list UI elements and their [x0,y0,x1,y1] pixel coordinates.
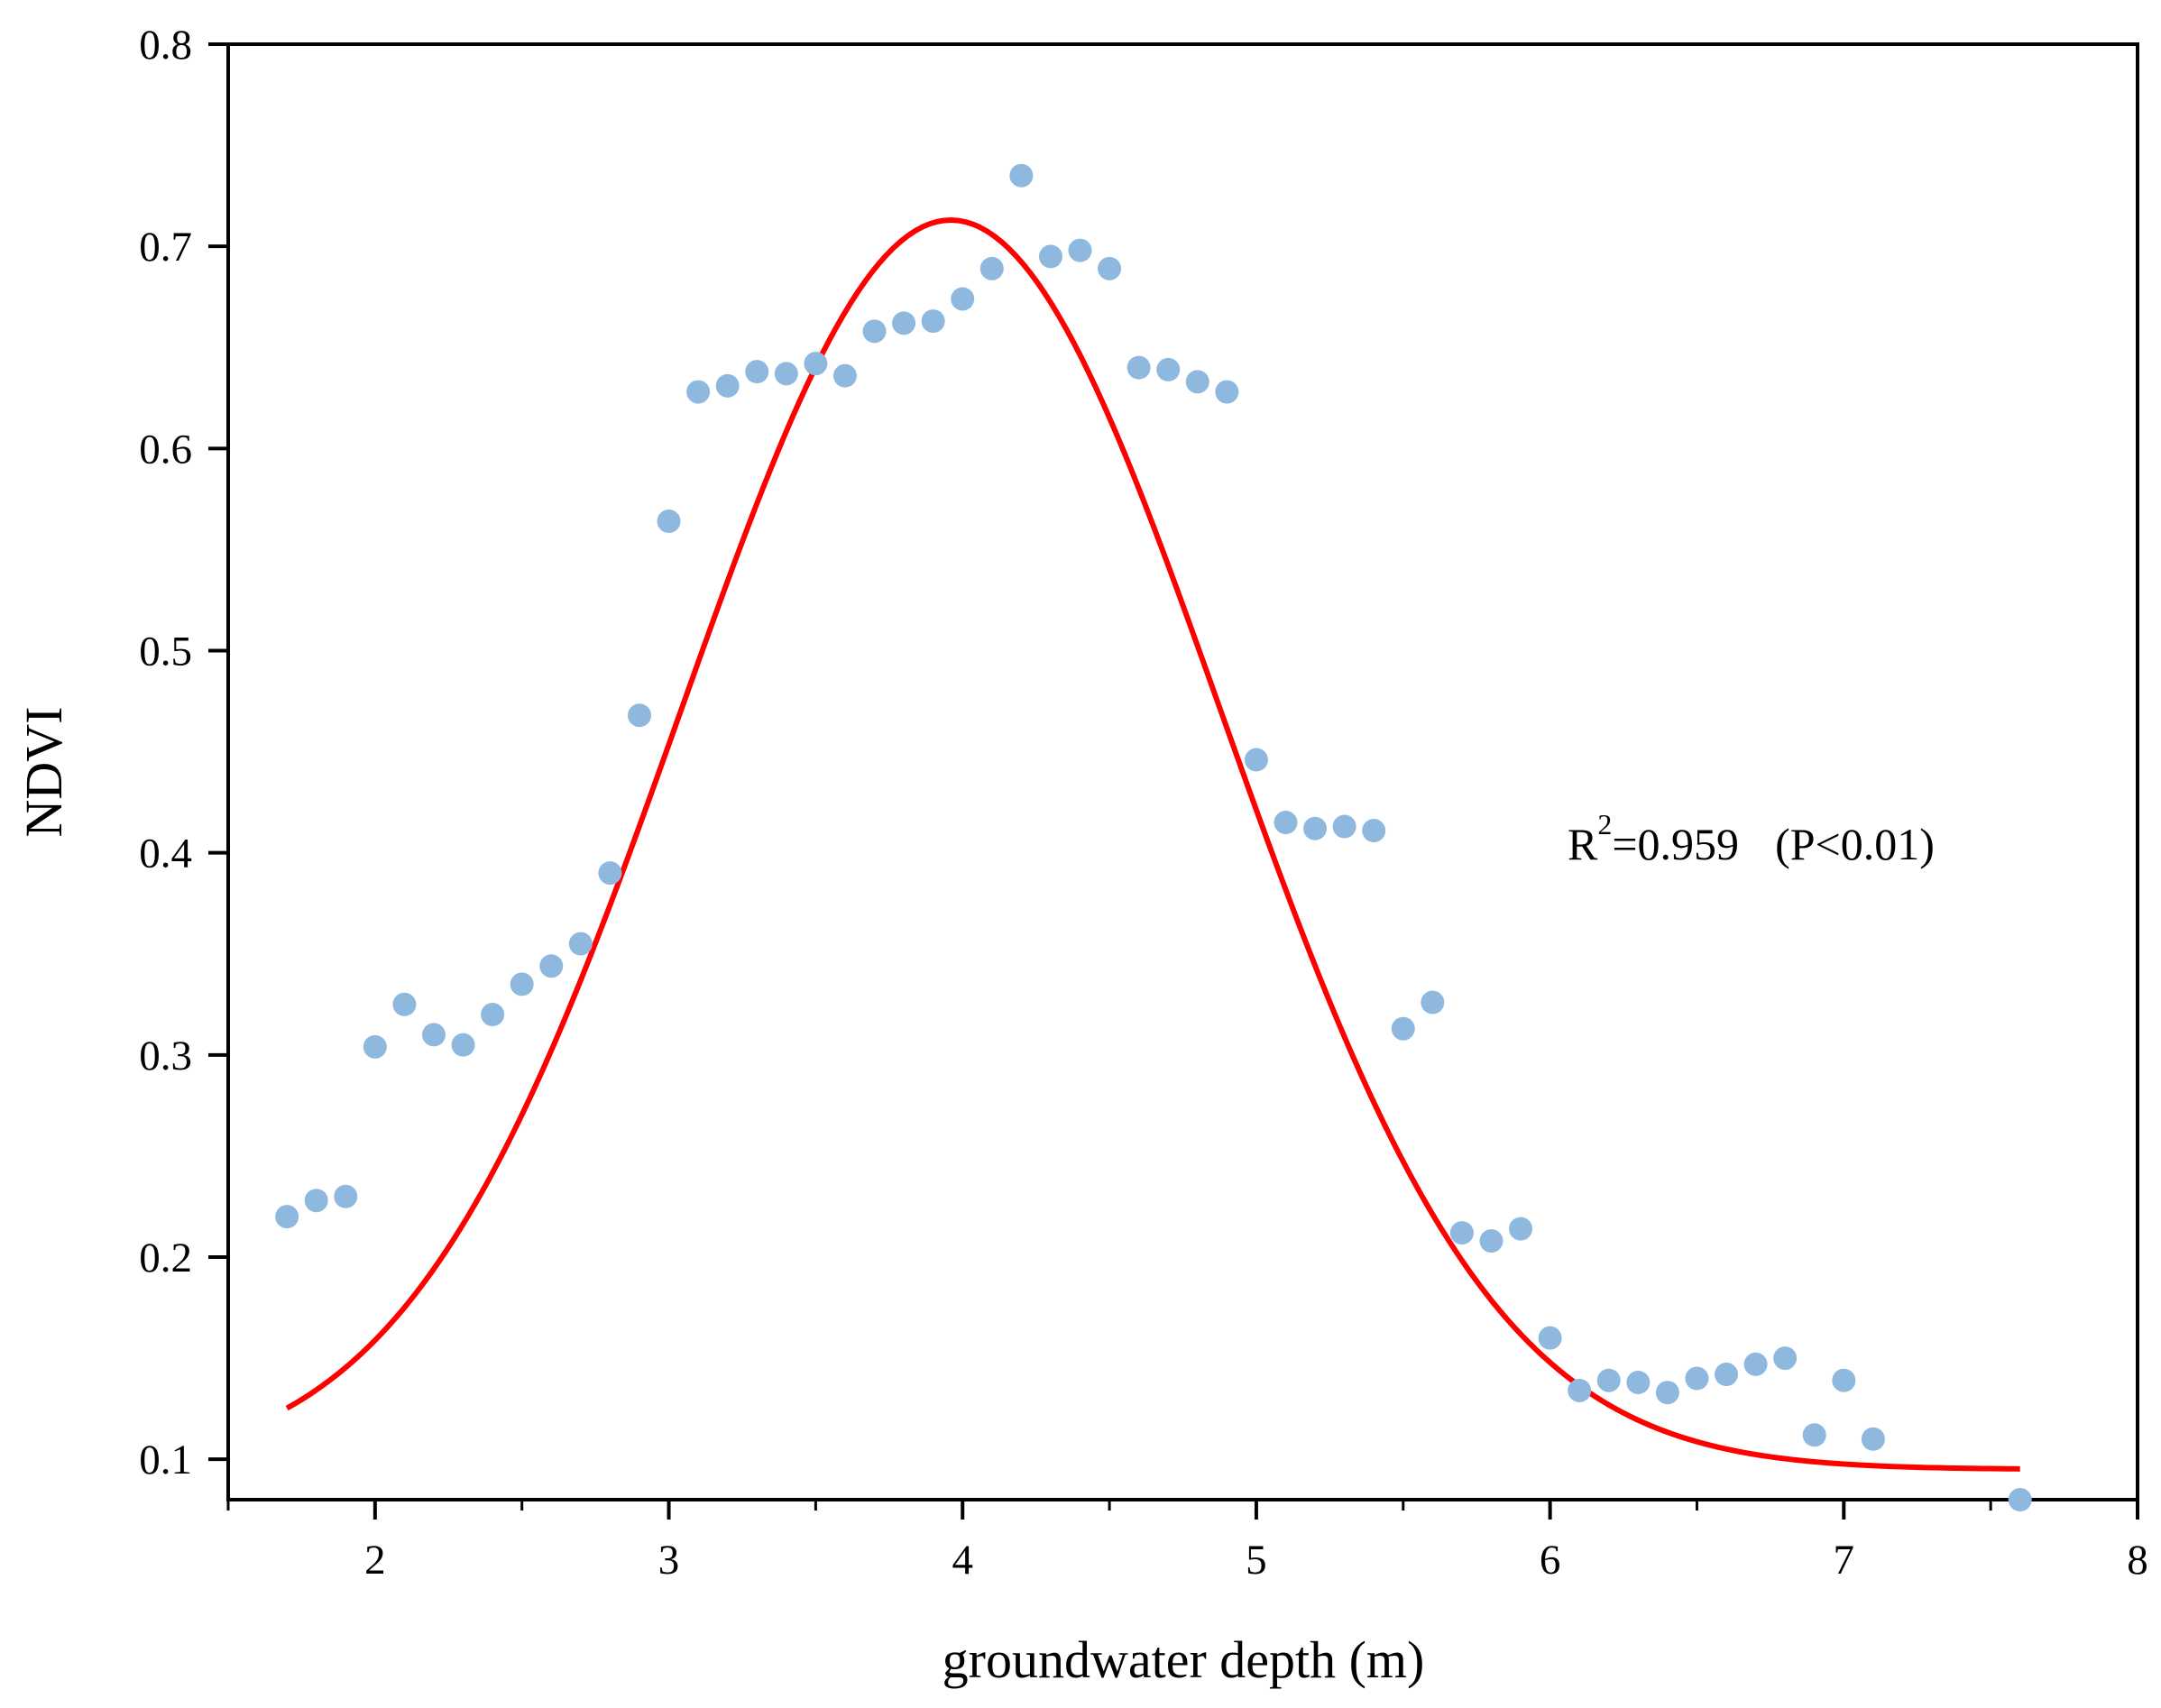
data-point [1156,357,1181,381]
p-value: (P<0.01) [1775,819,1935,869]
y-tick-label: 0.1 [139,1437,192,1483]
y-tick-label: 0.4 [139,831,192,877]
data-point [304,1189,328,1213]
data-point [1038,244,1062,269]
y-axis-title: NDVI [14,707,73,838]
data-point [1098,256,1122,280]
y-tick-label: 0.3 [139,1033,192,1079]
data-point [1244,748,1268,772]
data-point [1802,1423,1826,1447]
plot-frame [226,42,2139,1501]
data-point [451,1033,475,1057]
data-point [1685,1366,1709,1391]
x-tick-label: 5 [1246,1537,1267,1584]
r-value: =0.959 [1612,819,1739,869]
data-point [892,311,916,335]
scatter-points [275,163,2032,1511]
data-point [1538,1326,1562,1350]
data-point [774,362,798,386]
data-point [1126,355,1151,380]
r-label: R [1568,819,1598,869]
y-tick-label: 0.2 [139,1235,192,1281]
data-point [921,309,945,334]
data-point [1655,1381,1679,1405]
data-point [715,373,740,398]
x-tick-label: 8 [2127,1537,2148,1584]
data-point [481,1003,505,1026]
data-point [392,992,417,1016]
data-point [1274,811,1298,835]
data-point [686,380,711,404]
data-point [1479,1229,1504,1253]
data-point [1303,816,1328,840]
data-point [1332,814,1356,839]
x-axis-title: groundwater depth (m) [943,1630,1425,1689]
data-point [1509,1217,1533,1241]
tick-labels: 2 3 4 5 6 7 8 0.1 0.2 0.3 0.4 0.5 0.6 0.7 0.8 [139,22,2148,1584]
data-point [334,1184,358,1208]
data-point [275,1205,299,1229]
data-point [1626,1370,1651,1394]
data-point [1832,1368,1856,1392]
data-point [598,861,622,886]
data-point [804,352,828,376]
data-point [568,932,593,956]
data-point [2008,1488,2032,1511]
data-point [539,954,564,978]
x-tick-label: 6 [1540,1537,1561,1584]
data-point [1391,1016,1415,1041]
data-point [979,256,1004,280]
x-tick-label: 4 [952,1537,973,1584]
y-tick-label: 0.7 [139,224,192,271]
data-point [951,287,975,311]
data-point [1596,1368,1621,1392]
data-point [657,510,681,534]
data-point [627,703,651,728]
data-point [1185,370,1209,394]
data-point [1773,1346,1798,1371]
data-point [1715,1363,1739,1387]
data-point [832,363,857,388]
data-point [510,972,534,996]
data-point [1362,819,1386,843]
y-tick-label: 0.6 [139,426,192,473]
x-tick-label: 3 [658,1537,680,1584]
data-point [1568,1378,1592,1402]
data-point [1068,238,1092,262]
data-point [862,319,887,344]
x-tick-label: 2 [364,1537,386,1584]
r-exponent: 2 [1597,808,1612,840]
ticks [208,42,2139,1520]
fit-annotation: R2=0.959 (P<0.01) [1568,808,1935,869]
fit-curve [285,217,2020,1472]
data-point [1449,1221,1474,1245]
data-point [1743,1352,1768,1376]
x-tick-label: 7 [1834,1537,1855,1584]
y-tick-label: 0.5 [139,629,192,675]
data-point [1215,380,1239,404]
y-tick-label: 0.8 [139,22,192,69]
data-point [421,1023,446,1047]
data-point [1861,1427,1885,1451]
data-point [363,1034,387,1059]
data-point [1421,990,1445,1015]
data-point [745,360,769,384]
data-point [1009,163,1034,188]
